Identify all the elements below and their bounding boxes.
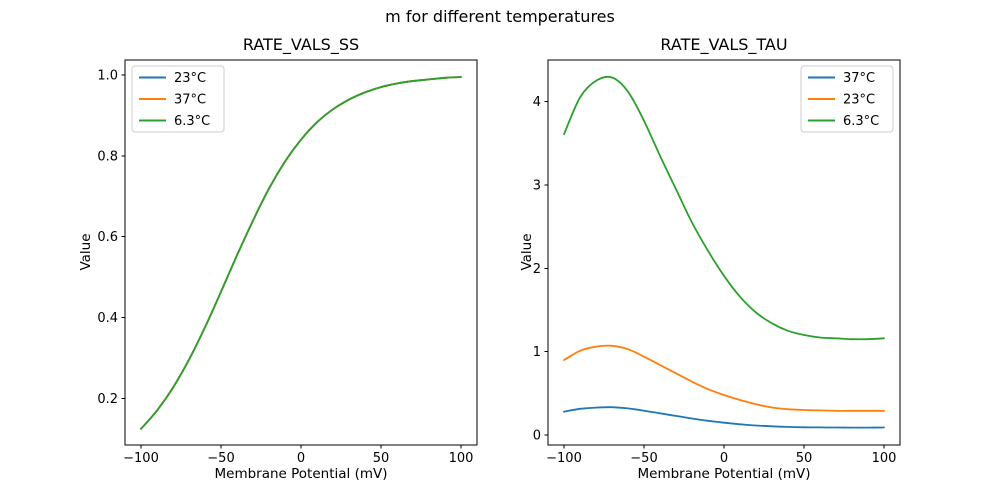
- y-tick-label: 0.4: [97, 311, 118, 326]
- y-tick-label: 0: [533, 429, 541, 444]
- y-tick-label: 3: [533, 179, 541, 194]
- x-tick-label: −100: [123, 451, 159, 466]
- subplot-ss-ylabel: Value: [78, 233, 94, 271]
- series-line-6.3°C: [140, 76, 462, 430]
- series-line-6.3°C: [563, 75, 885, 341]
- x-tick-label: −50: [630, 451, 657, 466]
- y-tick-label: 4: [533, 95, 541, 110]
- x-tick-label: 0: [297, 451, 305, 466]
- figure-suptitle: m for different temperatures: [385, 7, 615, 26]
- y-tick-label: 1.0: [97, 68, 118, 83]
- y-tick-label: 2: [533, 262, 541, 277]
- x-tick-label: −50: [207, 451, 234, 466]
- subplot-tau-xlabel: Membrane Potential (mV): [637, 466, 811, 482]
- subplot-0: −100 −50 0 50 100 0.2 0.4 0.6 0.8 1.0 23°C 37°C 6.3°…: [97, 59, 478, 466]
- x-tick-label: 100: [872, 451, 897, 466]
- y-tick-label: 0.2: [97, 392, 118, 407]
- legend-label-23°C: 23°C: [174, 71, 206, 86]
- subplot-ss-title: RATE_VALS_SS: [242, 35, 360, 54]
- series-line-23°C: [563, 344, 885, 412]
- subplot-tau-title: RATE_VALS_TAU: [660, 35, 788, 54]
- y-tick-label: 1: [533, 345, 541, 360]
- subplot-ss-xlabel: Membrane Potential (mV): [214, 466, 388, 482]
- legend: 23°C 37°C 6.3°C: [131, 65, 225, 133]
- legend: 37°C 23°C 6.3°C: [800, 65, 894, 133]
- legend-label-37°C: 37°C: [843, 71, 875, 86]
- legend-frame: [800, 65, 894, 133]
- x-tick-label: 50: [796, 451, 813, 466]
- legend-label-6.3°C: 6.3°C: [174, 114, 210, 129]
- subplot-tau-ylabel: Value: [519, 233, 535, 271]
- series-line-37°C: [563, 406, 885, 429]
- y-tick-label: 0.6: [97, 230, 118, 245]
- x-tick-label: 100: [449, 451, 474, 466]
- legend-frame: [131, 65, 225, 133]
- x-tick-label: 50: [373, 451, 390, 466]
- x-tick-label: −100: [546, 451, 582, 466]
- legend-label-37°C: 37°C: [174, 93, 206, 108]
- legend-label-6.3°C: 6.3°C: [843, 114, 879, 129]
- subplot-1: −100 −50 0 50 100 0 1 2 3 4 37°C 23°C 6.3°C: [533, 59, 901, 466]
- y-tick-label: 0.8: [97, 149, 118, 164]
- legend-label-23°C: 23°C: [843, 93, 875, 108]
- x-tick-label: 0: [720, 451, 728, 466]
